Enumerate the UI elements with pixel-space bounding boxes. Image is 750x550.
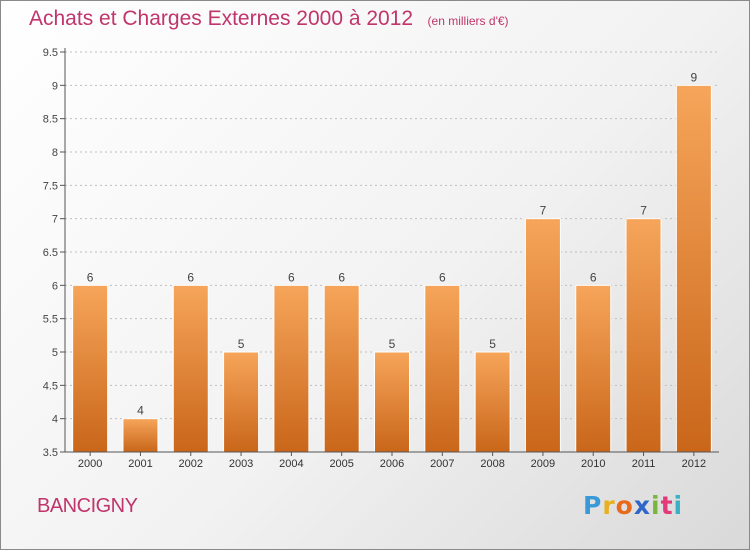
bar-value-label: 9: [691, 70, 698, 84]
logo-letter: o: [615, 491, 634, 520]
bar-value-label: 6: [338, 270, 345, 284]
y-tick-label: 6: [52, 280, 58, 292]
x-tick-label: 2011: [632, 458, 656, 470]
y-tick-label: 5.5: [43, 314, 58, 326]
bar: [122, 418, 159, 453]
logo-letter: P: [583, 491, 603, 520]
x-tick-label: 2006: [380, 458, 404, 470]
bar: [625, 218, 662, 453]
bar-value-label: 6: [439, 270, 446, 284]
bar: [374, 351, 410, 453]
proxiti-logo: Proxiti: [583, 491, 683, 520]
bar: [223, 351, 260, 453]
logo-letter: r: [602, 491, 616, 520]
x-tick-label: 2009: [531, 458, 555, 470]
bar-value-label: 5: [389, 337, 396, 351]
axes: [60, 48, 719, 456]
x-tick-label: 2008: [480, 458, 504, 470]
bar: [323, 284, 360, 453]
y-tick-label: 3.5: [43, 447, 58, 459]
commune-name: BANCIGNY: [37, 495, 138, 517]
x-tick-label: 2002: [179, 458, 203, 470]
bar: [675, 84, 712, 453]
bar: [172, 284, 209, 453]
chart-subtitle: (en milliers d'€): [427, 14, 509, 28]
y-tick-label: 4: [52, 414, 58, 426]
bar: [424, 284, 461, 453]
bar-value-label: 4: [137, 404, 144, 418]
x-tick-label: 2000: [78, 458, 102, 470]
y-tick-label: 8.5: [43, 114, 58, 126]
x-tick-label: 2010: [581, 458, 605, 470]
x-tick-label: 2004: [279, 458, 303, 470]
bar: [72, 284, 109, 453]
bar: [575, 284, 612, 453]
title-row: Achats et Charges Externes 2000 à 2012 (…: [29, 7, 509, 31]
y-tick-label: 8: [52, 147, 58, 159]
x-tick-label: 2005: [329, 458, 353, 470]
bar-value-label: 6: [187, 270, 194, 284]
logo-letter: t: [660, 491, 674, 520]
x-tick-label: 2012: [682, 458, 706, 470]
bar-value-label: 7: [640, 204, 647, 218]
logo-letter: x: [633, 491, 651, 520]
bar-value-label: 7: [540, 204, 547, 218]
bar-value-label: 6: [87, 270, 94, 284]
y-tick-label: 6.5: [43, 247, 58, 259]
y-tick-label: 7: [52, 214, 58, 226]
logo-letter: i: [651, 491, 661, 520]
y-tick-label: 5: [52, 347, 58, 359]
chart-title: Achats et Charges Externes 2000 à 2012: [29, 7, 414, 30]
bar: [474, 351, 511, 453]
bar-value-label: 6: [288, 270, 295, 284]
bar-value-label: 5: [238, 337, 245, 351]
logo-letter: i: [673, 491, 684, 520]
bar-value-label: 5: [489, 337, 496, 351]
x-tick-label: 2001: [128, 458, 152, 470]
y-tick-label: 4.5: [43, 380, 58, 392]
y-tick-label: 9: [52, 80, 58, 92]
labels: 3.5 4 4.5 5 5.5 6 6.5 7 7.5 8 8.5 9 9.5 6 2000 4 2001 6 20…: [43, 47, 706, 470]
x-tick-label: 2003: [229, 458, 253, 470]
bar: [273, 284, 310, 453]
y-tick-label: 7.5: [43, 180, 58, 192]
bars: [72, 84, 712, 453]
bar: [524, 218, 561, 453]
bar-value-label: 6: [590, 270, 597, 284]
y-tick-label: 9.5: [43, 47, 58, 59]
x-tick-label: 2007: [430, 458, 454, 470]
